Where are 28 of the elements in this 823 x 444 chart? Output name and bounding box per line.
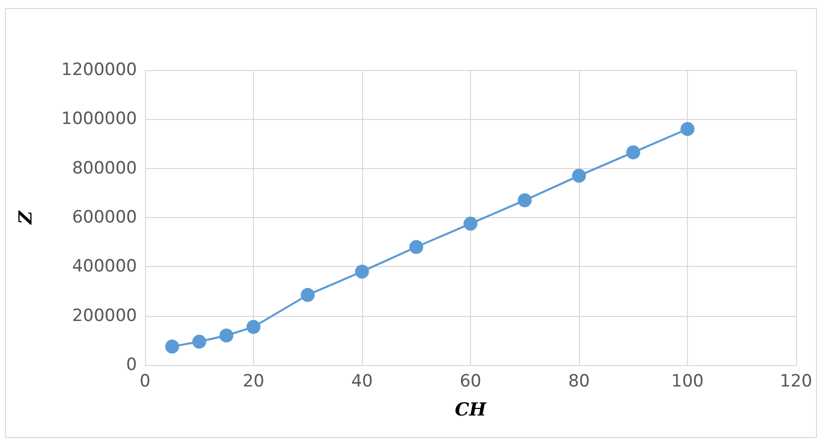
x-tick-label: 100: [671, 372, 704, 392]
x-tick-label: 0: [140, 372, 150, 392]
point: [518, 193, 532, 208]
point: [300, 288, 315, 302]
y-tick-label: 1000000: [61, 109, 137, 130]
y-tick-label: 800000: [72, 158, 137, 178]
point: [464, 216, 478, 231]
point: [219, 328, 234, 342]
x-tick-label: 60: [460, 372, 482, 392]
x-tick-label: 20: [242, 372, 264, 392]
y-tick-label: 400000: [72, 256, 137, 277]
y-tick-label: 1200000: [61, 60, 137, 80]
point: [165, 340, 180, 354]
point: [355, 264, 369, 279]
point: [680, 122, 694, 136]
point: [626, 145, 640, 160]
x-axis-title: CH: [454, 400, 488, 420]
point: [246, 320, 260, 334]
x-tick-label: 80: [568, 372, 590, 392]
x-tick-label: 40: [351, 372, 373, 392]
x-tick-label: 120: [780, 372, 812, 392]
point: [572, 168, 586, 183]
y-tick-label: 0: [126, 355, 137, 375]
point: [409, 240, 424, 254]
point: [192, 334, 206, 349]
y-axis-title: Z: [16, 210, 36, 226]
y-tick-label: 200000: [72, 306, 137, 326]
y-tick-label: 600000: [72, 208, 137, 228]
